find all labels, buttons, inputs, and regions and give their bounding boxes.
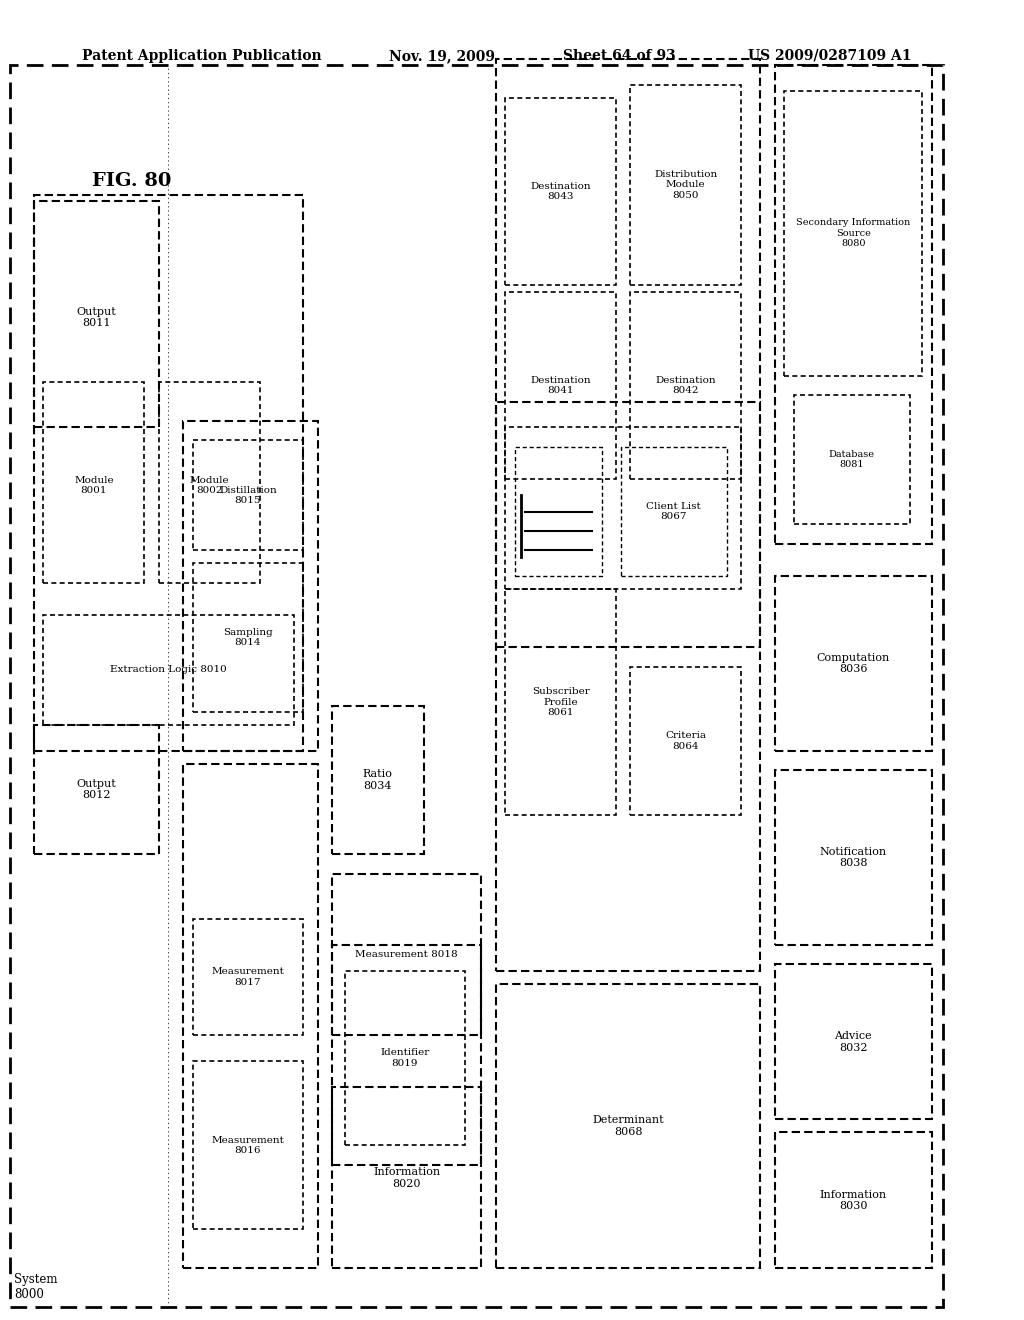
Bar	[34, 194, 303, 751]
Text: Distribution
Module
8050: Distribution Module 8050	[654, 170, 718, 199]
Text: Extraction Logic 8010: Extraction Logic 8010	[110, 665, 227, 675]
Bar	[193, 919, 303, 1035]
Text: Notification
8038: Notification 8038	[820, 846, 887, 869]
Text: Criteria
8064: Criteria 8064	[666, 731, 707, 751]
Bar	[621, 447, 727, 576]
Text: Identifier
8019: Identifier 8019	[380, 1048, 429, 1068]
Bar	[775, 1133, 932, 1269]
Bar	[506, 292, 616, 479]
Bar	[496, 58, 761, 647]
Bar	[183, 421, 317, 751]
Bar	[193, 564, 303, 711]
Text: Measurement
8016: Measurement 8016	[211, 1135, 285, 1155]
Text: Determinant
8068: Determinant 8068	[592, 1115, 664, 1137]
Text: Measurement 8018: Measurement 8018	[355, 950, 458, 960]
Bar	[775, 576, 932, 751]
Bar	[43, 383, 144, 582]
Bar	[183, 764, 317, 1269]
Text: Ratio
8034: Ratio 8034	[362, 770, 393, 791]
Bar	[784, 91, 923, 376]
Bar	[775, 65, 932, 544]
Text: Sampling
8014: Sampling 8014	[223, 628, 272, 647]
Text: Client List
8067: Client List 8067	[646, 502, 701, 521]
Bar	[332, 945, 481, 1164]
Bar	[496, 401, 761, 970]
Text: Destination
8042: Destination 8042	[655, 376, 716, 395]
Bar	[159, 383, 260, 582]
Bar	[34, 725, 159, 854]
Bar	[345, 970, 465, 1146]
Text: Output
8012: Output 8012	[77, 779, 116, 800]
Text: Database
8081: Database 8081	[828, 450, 874, 470]
Text: Module
8002: Module 8002	[189, 477, 229, 495]
Text: US 2009/0287109 A1: US 2009/0287109 A1	[748, 49, 911, 63]
Bar	[193, 1061, 303, 1229]
Bar	[332, 1088, 481, 1269]
Bar	[193, 441, 303, 550]
Bar	[515, 447, 602, 576]
Bar	[631, 667, 741, 816]
Text: Output
8011: Output 8011	[77, 306, 116, 329]
Bar	[775, 771, 932, 945]
Bar	[506, 98, 616, 285]
Text: System
8000: System 8000	[14, 1272, 58, 1300]
Text: Information
8020: Information 8020	[373, 1167, 440, 1188]
Bar	[332, 874, 481, 1035]
Text: Advice
8032: Advice 8032	[835, 1031, 872, 1052]
Text: Computation
8036: Computation 8036	[817, 652, 890, 675]
Text: Patent Application Publication: Patent Application Publication	[82, 49, 322, 63]
Text: Destination
8041: Destination 8041	[530, 376, 591, 395]
Text: Secondary Information
Source
8080: Secondary Information Source 8080	[797, 219, 910, 248]
Bar	[43, 615, 294, 725]
Bar	[775, 964, 932, 1119]
Text: Subscriber
Profile
8061: Subscriber Profile 8061	[531, 688, 590, 717]
Text: Distillation
8015: Distillation 8015	[219, 486, 276, 506]
Text: Information
8030: Information 8030	[820, 1189, 887, 1212]
Bar	[506, 589, 616, 816]
Bar	[34, 201, 159, 428]
Text: Destination
8043: Destination 8043	[530, 182, 591, 201]
Text: Measurement
8017: Measurement 8017	[211, 968, 285, 987]
Bar	[631, 292, 741, 479]
Bar	[332, 706, 424, 854]
Text: Sheet 64 of 93: Sheet 64 of 93	[563, 49, 676, 63]
Bar	[795, 395, 909, 524]
Text: Module
8001: Module 8001	[74, 477, 114, 495]
Text: FIG. 80: FIG. 80	[92, 172, 172, 190]
Bar	[631, 84, 741, 285]
Bar	[496, 983, 761, 1269]
Text: Nov. 19, 2009: Nov. 19, 2009	[389, 49, 496, 63]
Bar	[506, 428, 741, 589]
